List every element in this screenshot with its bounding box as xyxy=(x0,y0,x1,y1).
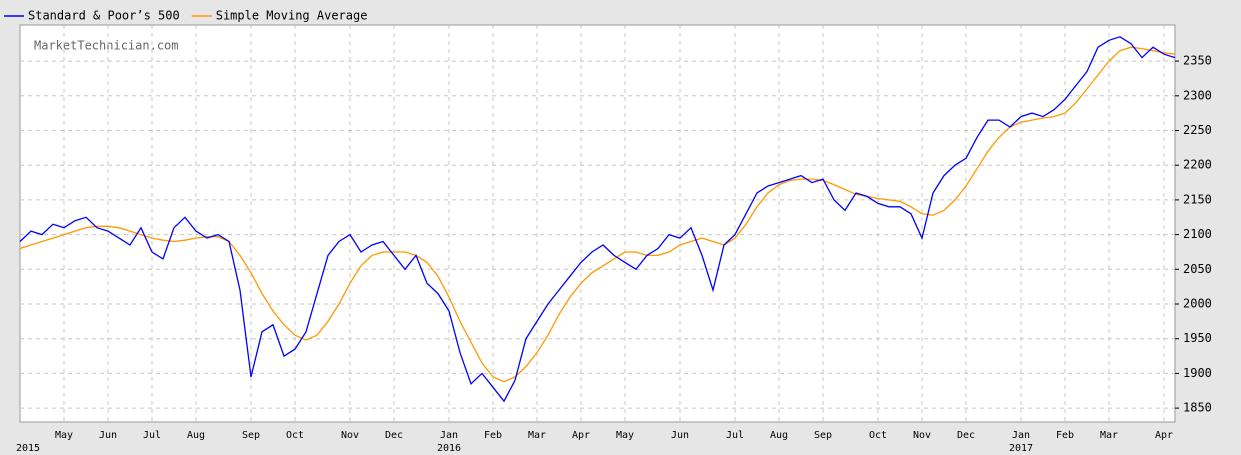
x-tick-label: Jan xyxy=(1012,430,1030,441)
year-label: 2015 xyxy=(16,443,40,454)
x-tick-label: May xyxy=(55,430,73,441)
x-tick-label: Aug xyxy=(187,430,205,441)
year-label: 2016 xyxy=(437,443,461,454)
x-tick-label: Jan xyxy=(440,430,458,441)
x-tick-label: Sep xyxy=(242,430,260,441)
x-tick-label: May xyxy=(616,430,634,441)
year-label: 2017 xyxy=(1009,443,1033,454)
x-tick-label: Mar xyxy=(528,430,546,441)
x-tick-label: Feb xyxy=(484,430,502,441)
y-tick-label: 2100 xyxy=(1183,227,1212,241)
y-tick-label: 2150 xyxy=(1183,192,1212,206)
legend-label: Simple Moving Average xyxy=(216,9,368,23)
y-tick-label: 2200 xyxy=(1183,158,1212,172)
y-tick-label: 2250 xyxy=(1183,123,1212,137)
x-tick-label: Jul xyxy=(143,430,161,441)
y-tick-label: 2000 xyxy=(1183,297,1212,311)
y-tick-label: 1950 xyxy=(1183,331,1212,345)
y-tick-label: 1900 xyxy=(1183,366,1212,380)
x-tick-label: Oct xyxy=(869,430,887,441)
x-tick-label: Nov xyxy=(913,430,931,441)
y-tick-label: 2350 xyxy=(1183,54,1212,68)
x-tick-label: Nov xyxy=(341,430,359,441)
x-tick-label: Oct xyxy=(286,430,304,441)
x-tick-label: Apr xyxy=(572,430,590,441)
x-tick-label: Jun xyxy=(671,430,689,441)
plot-area xyxy=(19,24,1176,423)
x-tick-label: Jun xyxy=(99,430,117,441)
series-line xyxy=(19,36,1176,403)
y-tick-label: 2300 xyxy=(1183,88,1212,102)
watermark: MarketTechnician.com xyxy=(34,39,179,53)
x-tick-label: Sep xyxy=(814,430,832,441)
y-tick-label: 2050 xyxy=(1183,262,1212,276)
y-tick-label: 1850 xyxy=(1183,401,1212,415)
x-tick-label: Dec xyxy=(957,430,975,441)
x-tick-label: Apr xyxy=(1155,430,1173,441)
legend-label: Standard & Poor’s 500 xyxy=(28,9,180,23)
x-tick-label: Aug xyxy=(770,430,788,441)
x-tick-label: Mar xyxy=(1100,430,1118,441)
x-tick-label: Feb xyxy=(1056,430,1074,441)
x-tick-label: Jul xyxy=(726,430,744,441)
x-tick-label: Dec xyxy=(385,430,403,441)
